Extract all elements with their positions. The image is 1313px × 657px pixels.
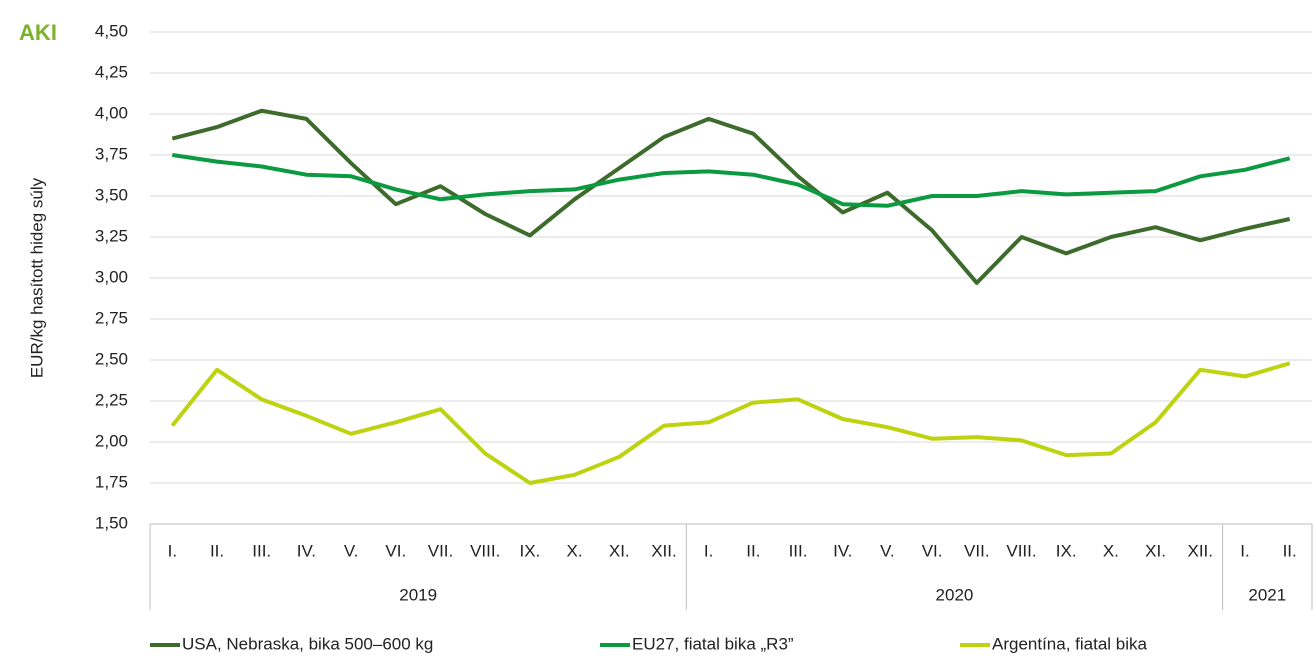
x-tick-label: II. bbox=[210, 541, 224, 560]
y-tick-label: 2,25 bbox=[95, 390, 128, 409]
x-tick-label: III. bbox=[789, 541, 808, 560]
x-tick-label: VII. bbox=[964, 541, 990, 560]
y-tick-label: 4,50 bbox=[95, 21, 128, 40]
logo: AKI bbox=[19, 20, 57, 45]
x-tick-label: I. bbox=[704, 541, 713, 560]
x-tick-label: IV. bbox=[833, 541, 852, 560]
y-tick-label: 3,25 bbox=[95, 226, 128, 245]
group-label: 2021 bbox=[1248, 585, 1286, 604]
y-tick-label: 4,00 bbox=[95, 103, 128, 122]
y-tick-label: 2,75 bbox=[95, 308, 128, 327]
x-tick-label: IX. bbox=[519, 541, 540, 560]
y-axis-label: EUR/kg hasított hideg súly bbox=[27, 177, 46, 378]
legend-label: EU27, fiatal bika „R3” bbox=[632, 634, 794, 653]
x-tick-label: VIII. bbox=[1006, 541, 1036, 560]
x-tick-label: X. bbox=[1103, 541, 1119, 560]
legend-label: Argentína, fiatal bika bbox=[992, 634, 1148, 653]
x-tick-label: XI. bbox=[1145, 541, 1166, 560]
x-tick-label: III. bbox=[252, 541, 271, 560]
y-tick-label: 3,00 bbox=[95, 267, 128, 286]
x-tick-label: XI. bbox=[609, 541, 630, 560]
series-line bbox=[171, 108, 1291, 285]
y-tick-label: 3,50 bbox=[95, 185, 128, 204]
series-line bbox=[170, 361, 1291, 485]
x-tick-label: V. bbox=[344, 541, 359, 560]
x-tick-label: VIII. bbox=[470, 541, 500, 560]
x-tick-label: X. bbox=[567, 541, 583, 560]
y-tick-label: 4,25 bbox=[95, 62, 128, 81]
y-tick-label: 2,00 bbox=[95, 431, 128, 450]
x-tick-label: XII. bbox=[1188, 541, 1214, 560]
x-tick-label: IX. bbox=[1056, 541, 1077, 560]
x-tick-label: I. bbox=[168, 541, 177, 560]
group-label: 2020 bbox=[936, 585, 974, 604]
x-tick-label: V. bbox=[880, 541, 895, 560]
group-label: 2019 bbox=[399, 585, 437, 604]
x-tick-label: VI. bbox=[922, 541, 943, 560]
x-tick-label: VI. bbox=[385, 541, 406, 560]
x-tick-label: I. bbox=[1240, 541, 1249, 560]
y-tick-label: 2,50 bbox=[95, 349, 128, 368]
x-tick-label: VII. bbox=[428, 541, 454, 560]
x-tick-label: IV. bbox=[297, 541, 316, 560]
x-tick-label: II. bbox=[1283, 541, 1297, 560]
x-tick-label: II. bbox=[746, 541, 760, 560]
legend-label: USA, Nebraska, bika 500–600 kg bbox=[182, 634, 433, 653]
y-tick-label: 1,75 bbox=[95, 472, 128, 491]
y-tick-label: 1,50 bbox=[95, 513, 128, 532]
x-tick-label: XII. bbox=[651, 541, 677, 560]
y-tick-label: 3,75 bbox=[95, 144, 128, 163]
series-line bbox=[172, 153, 1291, 208]
